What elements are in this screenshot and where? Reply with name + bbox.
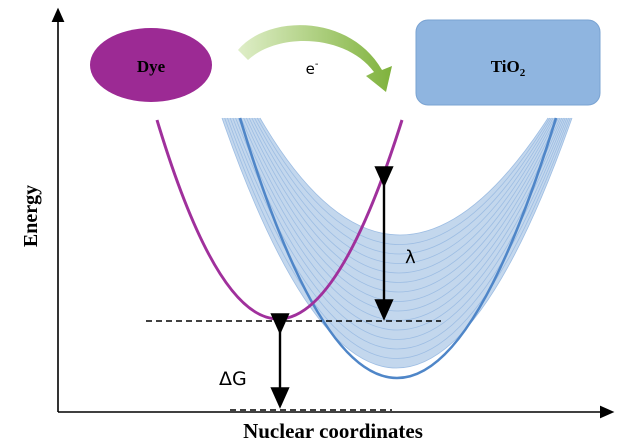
tio2-label-subscript: 2 (520, 67, 526, 79)
tio2-energy-band (221, 117, 573, 379)
tio2-band-line (221, 117, 573, 369)
tio2-band-line (237, 117, 563, 312)
delta-g-label: ΔG (219, 368, 247, 390)
electron-label-base: e (306, 60, 315, 78)
tio2-band-line (251, 117, 554, 264)
tio2-band-line (246, 117, 557, 283)
tio2-label: TiO2 (491, 57, 526, 79)
dye-ellipse (90, 28, 212, 102)
tio2-band-line (248, 117, 556, 274)
tio2-band-line (256, 117, 551, 245)
curved-arrow-icon (238, 25, 392, 92)
electron-label: e- (306, 59, 319, 78)
y-axis-label: Energy (20, 185, 42, 247)
lambda-label: λ (405, 247, 416, 268)
tio2-band-line (259, 117, 549, 236)
tio2-band-line (227, 117, 569, 350)
tio2-band-fill (222, 118, 572, 368)
dye-label: Dye (137, 57, 166, 76)
tio2-band-line (232, 117, 566, 331)
tio2-parabola-curve (238, 117, 558, 379)
tio2-band-line (243, 117, 559, 293)
electron-label-sup: - (315, 59, 319, 70)
tio2-band-line (254, 117, 552, 255)
tio2-box (415, 19, 601, 106)
tio2-band-line (240, 117, 561, 302)
tio2-label-base: TiO (491, 57, 520, 76)
tio2-band-line (224, 117, 571, 359)
x-axis-label: Nuclear coordinates (243, 419, 423, 441)
